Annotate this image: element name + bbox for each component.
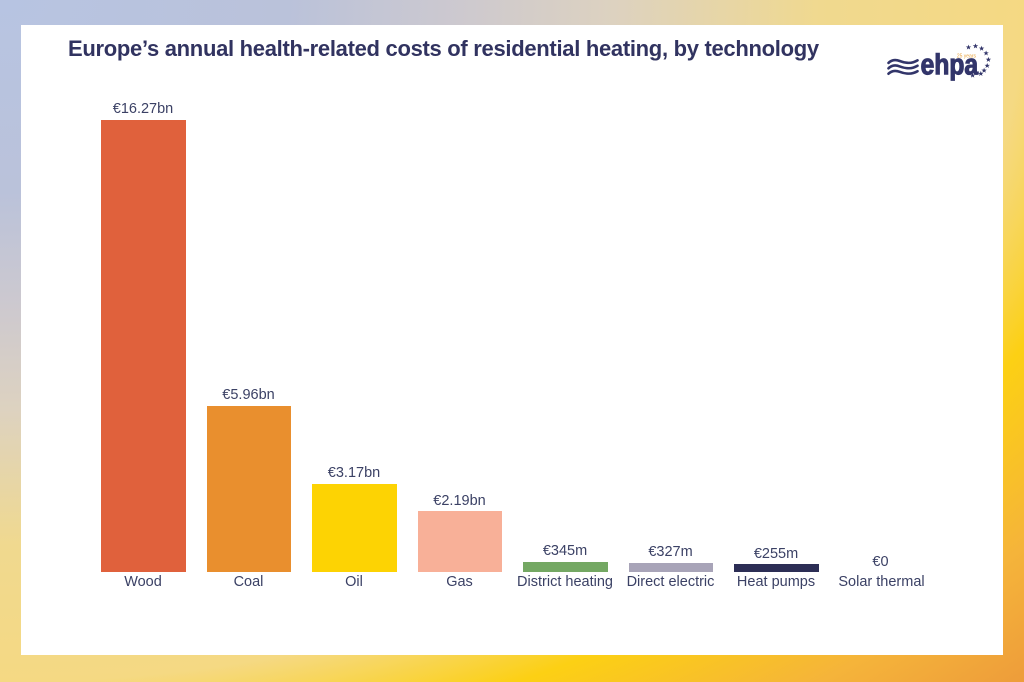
svg-text:25 years: 25 years — [957, 54, 977, 60]
